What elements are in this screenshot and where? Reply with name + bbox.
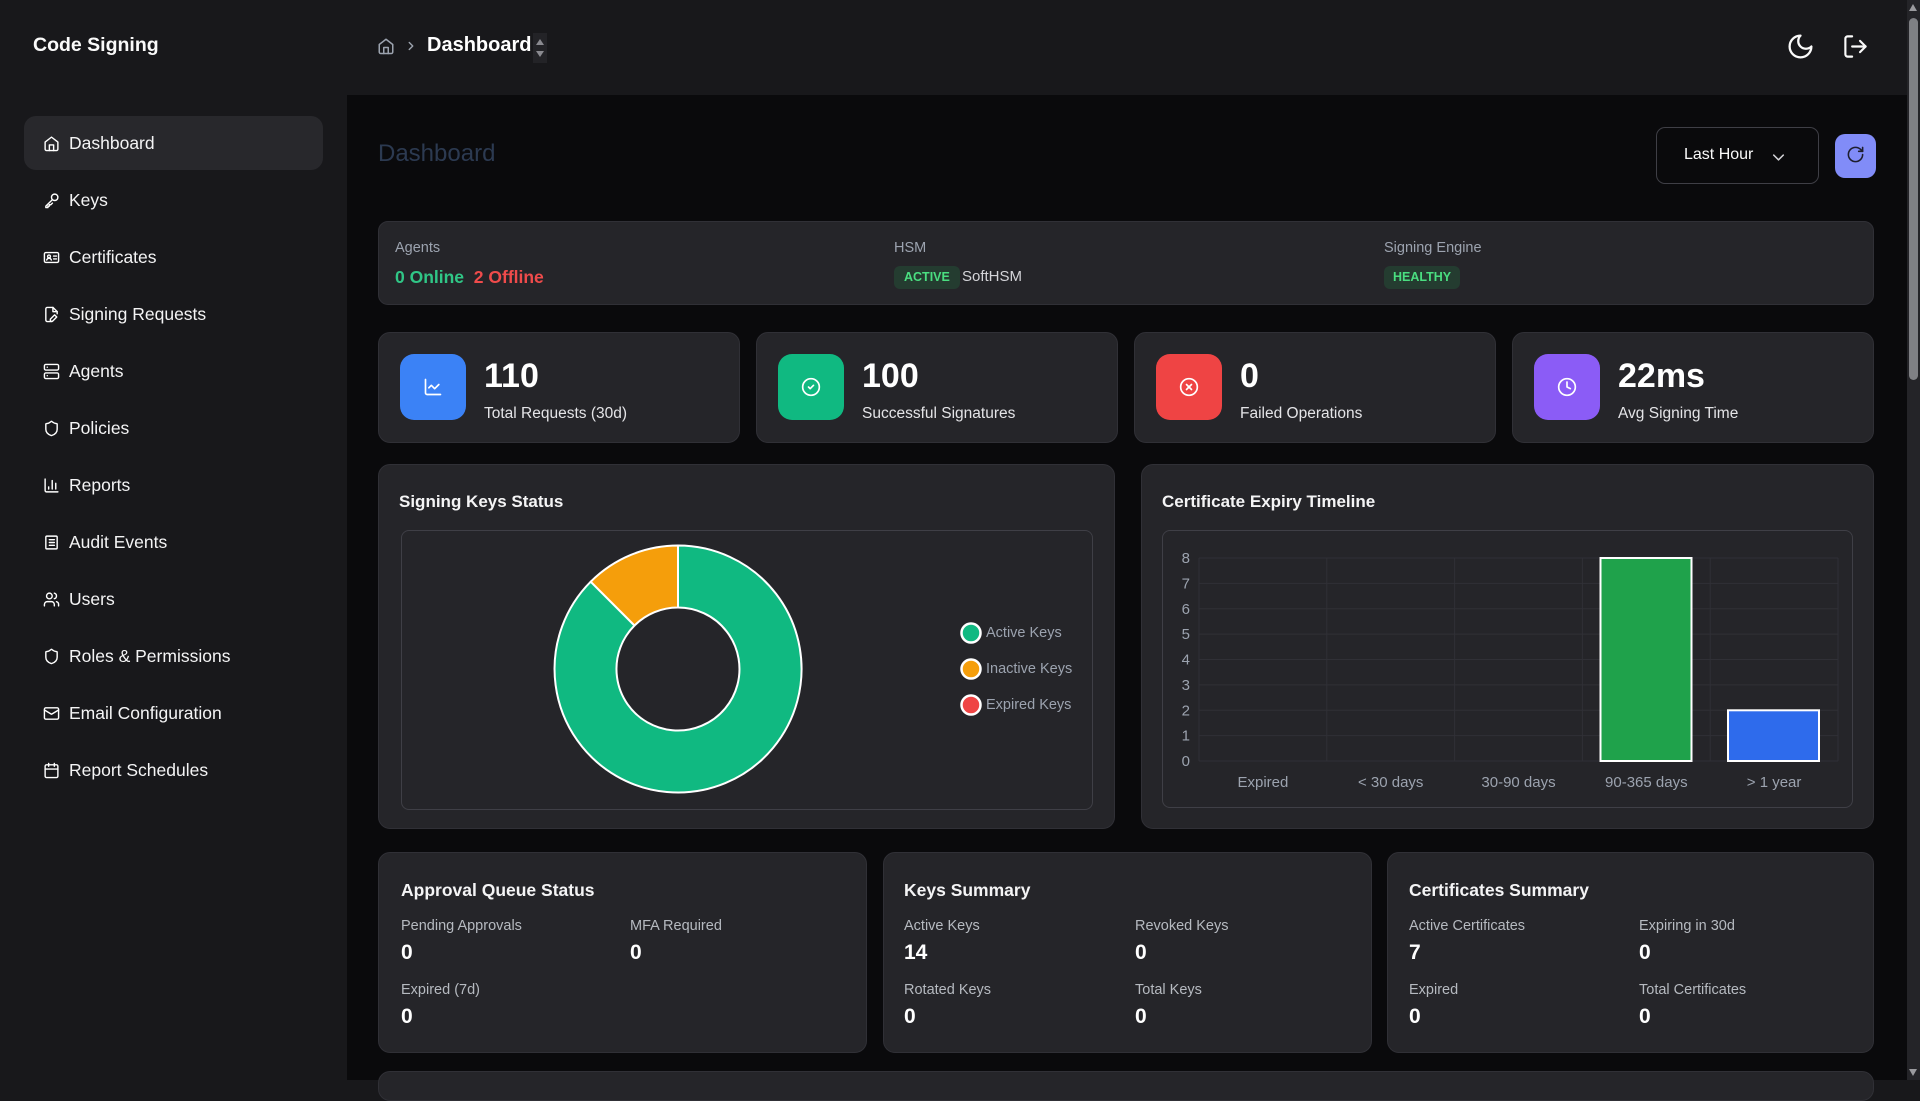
svg-text:Expired: Expired — [1237, 774, 1288, 791]
svg-text:90-365 days: 90-365 days — [1605, 774, 1688, 791]
svg-text:> 1 year: > 1 year — [1747, 774, 1802, 791]
svg-text:30-90 days: 30-90 days — [1481, 774, 1555, 791]
svg-text:8: 8 — [1182, 550, 1190, 567]
svg-text:3: 3 — [1182, 677, 1190, 694]
svg-text:Inactive Keys: Inactive Keys — [986, 661, 1072, 677]
svg-text:2: 2 — [1182, 702, 1190, 719]
svg-text:1: 1 — [1182, 728, 1190, 745]
svg-text:4: 4 — [1182, 652, 1190, 669]
svg-text:0: 0 — [1182, 753, 1190, 770]
svg-text:7: 7 — [1182, 575, 1190, 592]
svg-text:< 30 days: < 30 days — [1358, 774, 1423, 791]
svg-text:Expired Keys: Expired Keys — [986, 697, 1071, 713]
svg-text:Active Keys: Active Keys — [986, 625, 1062, 641]
svg-text:6: 6 — [1182, 601, 1190, 618]
svg-text:5: 5 — [1182, 626, 1190, 643]
